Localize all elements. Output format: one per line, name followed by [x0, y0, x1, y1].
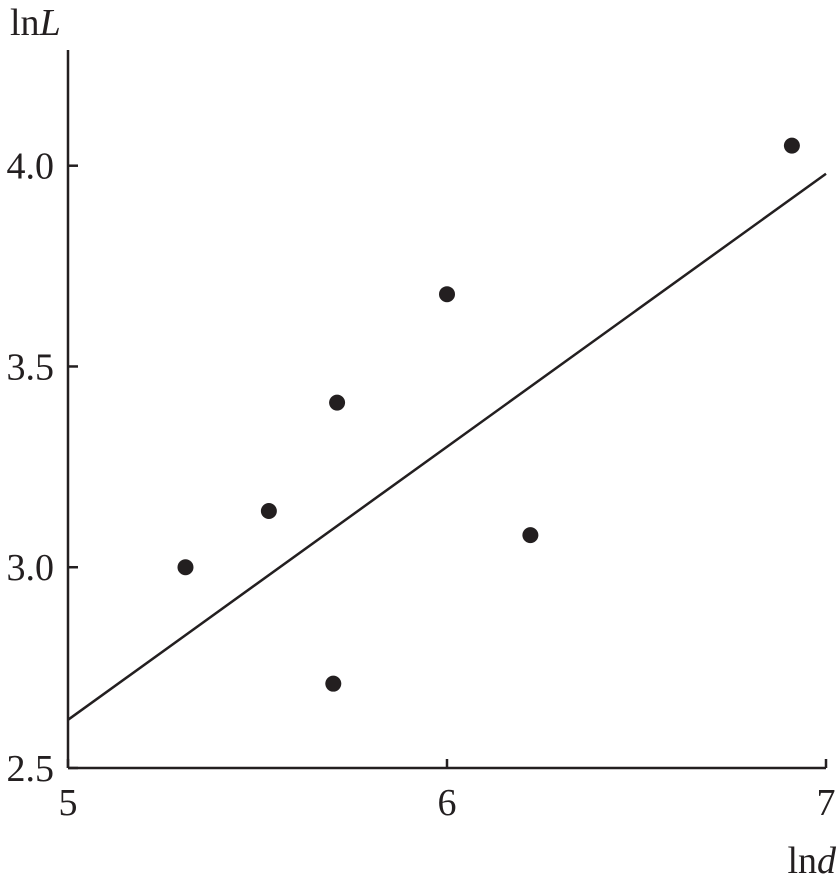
- x-tick-label: 6: [438, 782, 457, 824]
- y-tick-label: 4.0: [7, 146, 55, 188]
- y-tick-label: 2.5: [7, 748, 55, 790]
- y-tick-label: 3.0: [7, 547, 55, 589]
- x-tick-label: 5: [59, 782, 78, 824]
- axes: [66, 50, 826, 770]
- regression-line: [67, 172, 827, 721]
- x-axis-title-prefix: ln: [787, 840, 817, 882]
- y-tick-label: 3.5: [7, 346, 55, 388]
- y-axis-title: lnL: [10, 2, 61, 44]
- x-axis-title-variable: d: [817, 840, 837, 882]
- x-axis-title: lnd: [787, 840, 837, 882]
- x-tick-label: 7: [817, 782, 836, 824]
- data-point: [325, 675, 342, 692]
- x-ticks: 5 6 7: [59, 759, 836, 824]
- fit-line-layer: [67, 172, 827, 721]
- data-point: [522, 527, 539, 544]
- y-axis-title-prefix: ln: [10, 2, 40, 44]
- data-point: [439, 286, 455, 303]
- data-point: [177, 559, 194, 576]
- data-points: [177, 137, 800, 692]
- data-point: [329, 394, 346, 411]
- y-ticks: 2.5 3.0 3.5 4.0: [7, 146, 78, 790]
- data-point: [260, 503, 277, 520]
- data-point: [783, 137, 800, 154]
- y-axis-title-variable: L: [39, 2, 61, 44]
